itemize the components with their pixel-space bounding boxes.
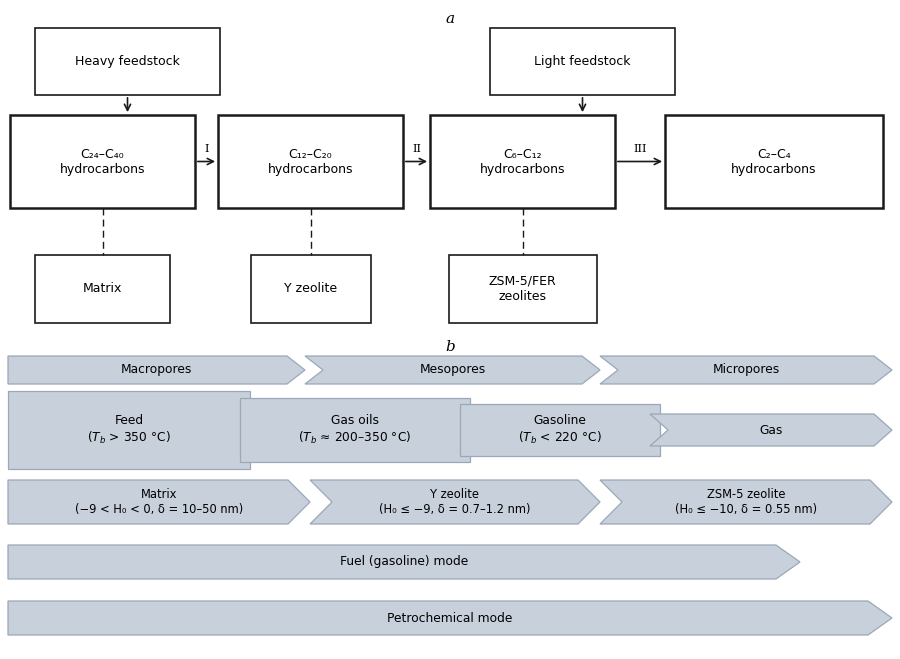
Text: Feed
($\mathit{T}_{b}$ > 350 °C): Feed ($\mathit{T}_{b}$ > 350 °C) bbox=[87, 415, 171, 445]
FancyBboxPatch shape bbox=[460, 404, 660, 456]
FancyBboxPatch shape bbox=[665, 115, 883, 208]
Text: ZSM-5/FER
zeolites: ZSM-5/FER zeolites bbox=[489, 275, 556, 303]
Text: ZSM-5 zeolite
(H₀ ≤ −10, δ = 0.55 nm): ZSM-5 zeolite (H₀ ≤ −10, δ = 0.55 nm) bbox=[675, 488, 817, 516]
Text: Matrix: Matrix bbox=[83, 283, 122, 295]
Text: Gas: Gas bbox=[760, 424, 783, 436]
Text: Macropores: Macropores bbox=[121, 364, 193, 376]
Text: a: a bbox=[446, 12, 454, 26]
FancyBboxPatch shape bbox=[8, 391, 250, 469]
Text: Fuel (gasoline) mode: Fuel (gasoline) mode bbox=[340, 556, 468, 569]
FancyBboxPatch shape bbox=[430, 115, 615, 208]
Text: b: b bbox=[446, 340, 454, 354]
Text: Gasoline
($\mathit{T}_{b}$ < 220 °C): Gasoline ($\mathit{T}_{b}$ < 220 °C) bbox=[518, 415, 602, 445]
FancyBboxPatch shape bbox=[448, 255, 597, 323]
Polygon shape bbox=[8, 356, 305, 384]
Text: Matrix
(−9 < H₀ < 0, δ = 10–50 nm): Matrix (−9 < H₀ < 0, δ = 10–50 nm) bbox=[75, 488, 243, 516]
Text: Y zeolite
(H₀ ≤ −9, δ = 0.7–1.2 nm): Y zeolite (H₀ ≤ −9, δ = 0.7–1.2 nm) bbox=[379, 488, 531, 516]
FancyBboxPatch shape bbox=[35, 255, 170, 323]
FancyBboxPatch shape bbox=[218, 115, 403, 208]
Polygon shape bbox=[8, 480, 310, 524]
Polygon shape bbox=[650, 414, 892, 446]
Text: C₆–C₁₂
hydrocarbons: C₆–C₁₂ hydrocarbons bbox=[480, 148, 565, 175]
Polygon shape bbox=[305, 356, 600, 384]
FancyBboxPatch shape bbox=[10, 115, 195, 208]
Text: Petrochemical mode: Petrochemical mode bbox=[387, 612, 513, 625]
Text: Gas oils
($\mathit{T}_{b}$ ≈ 200–350 °C): Gas oils ($\mathit{T}_{b}$ ≈ 200–350 °C) bbox=[299, 415, 411, 445]
Polygon shape bbox=[8, 601, 892, 635]
Text: Y zeolite: Y zeolite bbox=[284, 283, 338, 295]
Text: Heavy feedstock: Heavy feedstock bbox=[75, 55, 180, 68]
Polygon shape bbox=[310, 480, 600, 524]
FancyBboxPatch shape bbox=[240, 398, 470, 462]
Text: C₂–C₄
hydrocarbons: C₂–C₄ hydrocarbons bbox=[731, 148, 817, 175]
FancyBboxPatch shape bbox=[35, 28, 220, 95]
Polygon shape bbox=[600, 480, 892, 524]
Polygon shape bbox=[8, 545, 800, 579]
Text: C₂₄–C₄₀
hydrocarbons: C₂₄–C₄₀ hydrocarbons bbox=[59, 148, 145, 175]
Text: II: II bbox=[412, 144, 421, 154]
Polygon shape bbox=[600, 356, 892, 384]
Text: Micropores: Micropores bbox=[713, 364, 779, 376]
Text: Mesopores: Mesopores bbox=[419, 364, 486, 376]
FancyBboxPatch shape bbox=[250, 255, 371, 323]
Text: Light feedstock: Light feedstock bbox=[535, 55, 631, 68]
FancyBboxPatch shape bbox=[490, 28, 675, 95]
Text: III: III bbox=[634, 144, 647, 154]
Text: I: I bbox=[204, 144, 209, 154]
Text: C₁₂–C₂₀
hydrocarbons: C₁₂–C₂₀ hydrocarbons bbox=[268, 148, 353, 175]
